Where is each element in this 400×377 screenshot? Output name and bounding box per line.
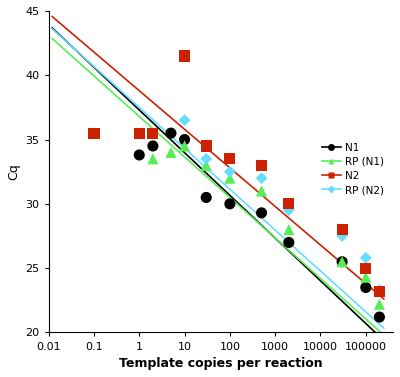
Point — [168, 130, 174, 136]
Point — [181, 117, 188, 123]
Point — [376, 287, 383, 293]
Point — [258, 188, 265, 194]
Point — [339, 227, 345, 233]
Point — [168, 149, 174, 155]
Point — [150, 130, 156, 136]
Legend: N1, RP (N1), N2, RP (N2): N1, RP (N1), N2, RP (N2) — [318, 138, 388, 199]
Point — [286, 227, 292, 233]
Point — [181, 136, 188, 143]
Point — [362, 255, 369, 261]
Point — [339, 233, 345, 239]
Point — [339, 259, 345, 265]
Point — [258, 162, 265, 168]
Point — [376, 288, 383, 294]
Point — [286, 207, 292, 213]
Point — [136, 152, 142, 158]
Point — [150, 143, 156, 149]
Point — [203, 156, 209, 162]
Point — [203, 143, 209, 149]
Point — [181, 53, 188, 59]
Y-axis label: Cq: Cq — [7, 163, 20, 180]
Point — [227, 156, 233, 162]
Point — [362, 265, 369, 271]
Point — [150, 156, 156, 162]
Point — [286, 201, 292, 207]
Point — [91, 130, 97, 136]
Point — [227, 169, 233, 175]
Point — [203, 162, 209, 168]
Point — [136, 130, 142, 136]
Point — [258, 175, 265, 181]
Point — [376, 314, 383, 320]
Point — [203, 195, 209, 201]
X-axis label: Template copies per reaction: Template copies per reaction — [119, 357, 323, 370]
Point — [286, 239, 292, 245]
Point — [258, 210, 265, 216]
Point — [339, 259, 345, 265]
Point — [227, 175, 233, 181]
Point — [376, 301, 383, 307]
Point — [362, 284, 369, 290]
Point — [181, 143, 188, 149]
Point — [227, 201, 233, 207]
Point — [362, 274, 369, 280]
